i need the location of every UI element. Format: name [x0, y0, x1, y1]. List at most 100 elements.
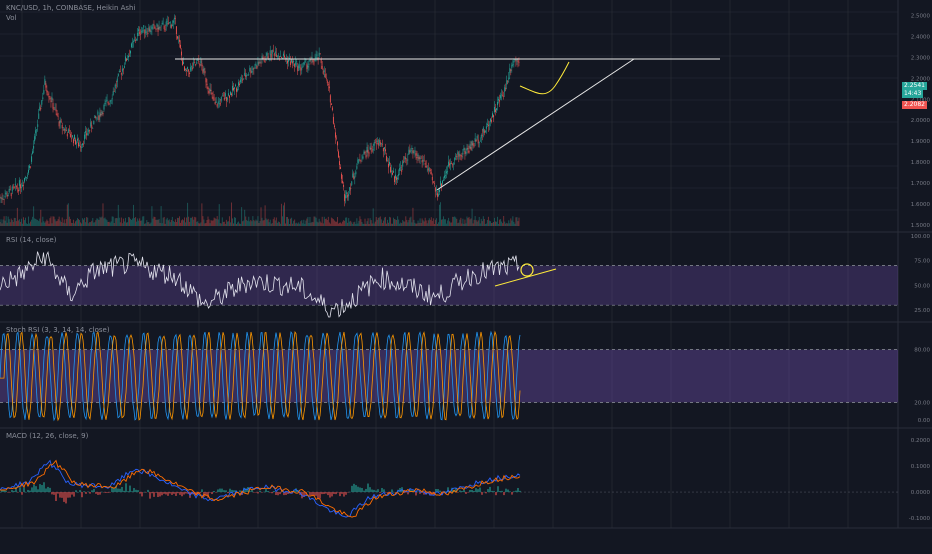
macd-histogram-bar: [177, 492, 178, 493]
volume-bar: [343, 220, 344, 226]
candle-body: [194, 62, 195, 63]
volume-bar: [365, 219, 366, 226]
candle-body: [380, 142, 381, 144]
candle-body: [367, 147, 368, 152]
macd-histogram-bar: [209, 492, 210, 493]
volume-bar: [66, 219, 67, 226]
candle-body: [340, 167, 341, 169]
candle-body: [450, 163, 451, 164]
candle-body: [50, 98, 51, 99]
stoch-legend[interactable]: Stoch RSI (3, 3, 14, 14, close): [6, 326, 110, 334]
volume-bar: [243, 221, 244, 226]
candle-body: [341, 174, 342, 179]
volume-bar: [7, 223, 8, 226]
candle-body: [13, 187, 14, 188]
macd-histogram-bar: [165, 492, 166, 494]
volume-bar: [208, 217, 209, 226]
candle-body: [4, 199, 5, 200]
volume-bar: [431, 217, 432, 226]
rsi-legend[interactable]: RSI (14, close): [6, 236, 56, 244]
volume-bar: [393, 218, 394, 226]
volume-bar: [267, 220, 268, 226]
candle-body: [211, 90, 212, 91]
volume-bar: [507, 223, 508, 226]
volume-bar: [359, 216, 360, 226]
volume-bar: [352, 224, 353, 226]
macd-histogram-bar: [467, 492, 468, 493]
volume-bar: [493, 222, 494, 226]
volume-bar: [29, 223, 30, 226]
macd-histogram-bar: [95, 492, 96, 494]
volume-bar: [408, 220, 409, 226]
volume-bar: [477, 222, 478, 226]
macd-histogram-bar: [29, 491, 30, 492]
candle-body: [478, 140, 479, 144]
volume-bar: [116, 218, 117, 226]
volume-bar: [30, 222, 31, 226]
volume-bar: [499, 220, 500, 226]
volume-legend[interactable]: Vol: [6, 14, 16, 22]
candle-body: [379, 140, 380, 143]
volume-bar: [128, 217, 129, 226]
volume-bar: [75, 221, 76, 226]
volume-bar: [333, 219, 334, 226]
volume-bar: [74, 223, 75, 226]
volume-bar: [516, 217, 517, 226]
macd-legend[interactable]: MACD (12, 26, close, 9): [6, 432, 88, 440]
macd-histogram-bar: [515, 491, 516, 492]
volume-bar: [22, 224, 23, 226]
volume-bar: [357, 224, 358, 226]
volume-bar: [389, 217, 390, 226]
macd-histogram-bar: [465, 492, 466, 494]
volume-bar: [90, 222, 91, 226]
candle-body: [127, 59, 128, 60]
volume-bar: [400, 223, 401, 226]
volume-bar: [382, 223, 383, 226]
volume-bar: [98, 220, 99, 226]
volume-bar: [244, 210, 245, 226]
symbol-legend[interactable]: KNC/USD, 1h, COINBASE, Heikin Ashi: [6, 4, 135, 12]
volume-bar: [415, 223, 416, 226]
volume-bar: [391, 224, 392, 226]
volume-bar: [429, 218, 430, 226]
volume-bar: [147, 222, 148, 226]
volume-bar: [366, 224, 367, 226]
candle-body: [97, 112, 98, 115]
volume-bar: [356, 218, 357, 226]
volume-bar: [390, 217, 391, 226]
volume-bar: [27, 224, 28, 226]
candle-body: [424, 161, 425, 162]
volume-bar: [282, 216, 283, 226]
candle-body: [372, 150, 373, 151]
candle-body: [44, 79, 45, 84]
volume-bar: [486, 224, 487, 226]
candle-body: [388, 164, 389, 167]
macd-histogram-bar: [501, 491, 502, 492]
candle-body: [447, 171, 448, 172]
volume-bar: [51, 216, 52, 226]
candle-body: [18, 190, 19, 192]
macd-histogram-bar: [307, 491, 308, 492]
candle-body: [9, 189, 10, 192]
candle-body: [454, 158, 455, 161]
candle-body: [302, 67, 303, 68]
volume-bar: [239, 223, 240, 226]
macd-histogram-bar: [107, 492, 108, 493]
volume-bar: [344, 221, 345, 226]
volume-bar: [40, 210, 41, 226]
macd-histogram-bar: [143, 492, 144, 493]
macd-histogram-bar: [55, 492, 56, 501]
volume-bar: [387, 220, 388, 226]
candle-body: [30, 167, 31, 168]
volume-bar: [119, 218, 120, 226]
candle-body: [406, 160, 407, 161]
candle-body: [216, 102, 217, 103]
candle-body: [72, 135, 73, 137]
candle-body: [280, 56, 281, 57]
macd-histogram-bar: [499, 491, 500, 492]
volume-bar: [129, 217, 130, 226]
macd-histogram-bar: [121, 487, 122, 492]
volume-bar: [25, 218, 26, 226]
candle-body: [200, 60, 201, 63]
